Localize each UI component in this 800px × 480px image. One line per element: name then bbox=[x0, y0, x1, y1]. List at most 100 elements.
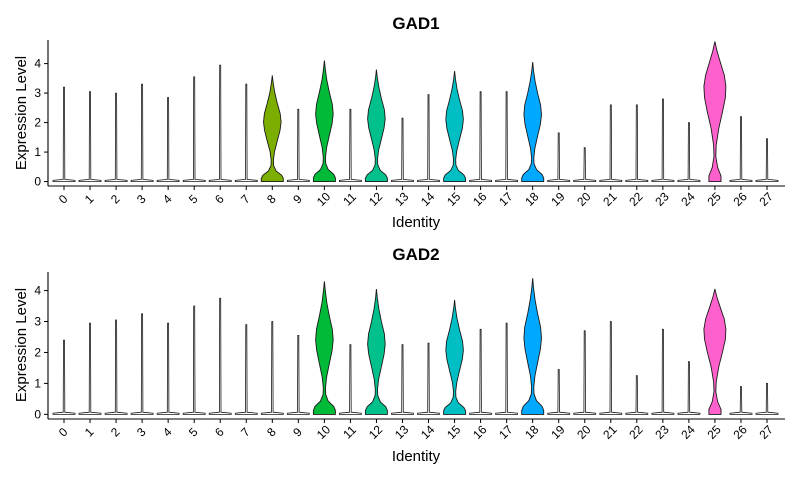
gad1-violin-10 bbox=[312, 60, 336, 183]
gad2-violin-10 bbox=[312, 281, 336, 415]
gad1-x-tick-label: 17 bbox=[496, 189, 516, 209]
gad2-x-tick-label: 18 bbox=[522, 422, 542, 442]
gad2-violin-9 bbox=[286, 335, 310, 415]
gad1-violin-13 bbox=[391, 117, 414, 182]
gad1-violin-16 bbox=[469, 91, 492, 182]
gad1-x-tick-label: 16 bbox=[470, 189, 490, 209]
gad1-violin-19 bbox=[547, 132, 571, 182]
gad2-x-tick-label: 25 bbox=[704, 422, 724, 442]
gad2-y-ticks: 0 1 2 3 4 bbox=[34, 284, 48, 421]
gad1-y-tick-label: 2 bbox=[34, 116, 41, 130]
gad2-x-tick-label: 13 bbox=[392, 422, 412, 442]
gad1-violin-17 bbox=[495, 91, 518, 182]
gad1-violin-1 bbox=[78, 91, 102, 182]
gad2-x-tick-label: 21 bbox=[600, 422, 620, 442]
gad1-violin-24 bbox=[677, 122, 701, 182]
gad1-x-tick-label: 22 bbox=[626, 189, 646, 209]
gad1-violin-22 bbox=[625, 104, 649, 182]
gad2-violin-16 bbox=[469, 328, 492, 415]
gad1-violin-4 bbox=[156, 97, 180, 182]
gad1-x-tick-label: 13 bbox=[392, 189, 412, 209]
gad1-violin-2 bbox=[104, 92, 128, 182]
gad2-x-tick-label: 6 bbox=[212, 425, 227, 440]
gad2-plot-title: GAD2 bbox=[392, 245, 439, 264]
gad2-x-tick-label: 12 bbox=[366, 422, 386, 442]
gad1-y-tick-label: 1 bbox=[34, 145, 41, 159]
gad1-x-tick-label: 19 bbox=[548, 189, 568, 209]
gad1-x-tick-label: 15 bbox=[444, 189, 464, 209]
gad1-x-tick-label: 5 bbox=[186, 192, 201, 207]
gad2-violin-24 bbox=[677, 361, 701, 415]
gad2-violin-3 bbox=[130, 313, 154, 415]
gad2-y-tick-label: 4 bbox=[34, 284, 41, 298]
gad2-x-tick-label: 7 bbox=[238, 425, 253, 440]
gad2-x-tick-label: 5 bbox=[186, 425, 201, 440]
gad2-x-tick-label: 24 bbox=[678, 422, 698, 442]
gad2-violins bbox=[52, 278, 779, 415]
gad1-x-tick-label: 7 bbox=[238, 192, 253, 207]
gad1-violin-25 bbox=[703, 41, 727, 183]
gad1-plot-title: GAD1 bbox=[392, 14, 439, 33]
gad1-x-tick-label: 14 bbox=[418, 189, 438, 209]
gad1-violin-15 bbox=[443, 70, 467, 183]
gad2-violin-18 bbox=[521, 278, 545, 415]
gad2-violin-19 bbox=[547, 369, 571, 415]
gad2-x-tick-label: 8 bbox=[264, 425, 279, 440]
gad1-violin-8 bbox=[260, 75, 284, 183]
gad2-violin-26 bbox=[729, 386, 753, 415]
gad1-violin-18 bbox=[521, 62, 545, 183]
gad1-x-ticks: 0 1 2 3 4 5 6 7 8 9 10 11 12 13 14 15 16 17 18 19 20 21 22 23 24… bbox=[56, 186, 776, 209]
gad1-x-tick-label: 24 bbox=[678, 189, 698, 209]
gad2-violin-8 bbox=[260, 321, 284, 415]
gad1-x-tick-label: 12 bbox=[366, 189, 386, 209]
gad2-y-tick-label: 1 bbox=[34, 376, 41, 390]
gad1-x-tick-label: 18 bbox=[522, 189, 542, 209]
gad1-violin-23 bbox=[651, 98, 675, 182]
gad1-violin-5 bbox=[182, 76, 206, 182]
gad1-violin-9 bbox=[286, 108, 310, 182]
gad1-x-tick-label: 23 bbox=[652, 189, 672, 209]
gad1-y-tick-label: 3 bbox=[34, 86, 41, 100]
gad2-x-tick-label: 3 bbox=[134, 425, 149, 440]
gad2-violin-12 bbox=[364, 288, 388, 415]
gad1-violin-21 bbox=[599, 104, 623, 182]
gad2-x-tick-label: 11 bbox=[340, 423, 359, 442]
gad2-x-tick-label: 20 bbox=[574, 422, 594, 442]
gad2-x-tick-label: 26 bbox=[730, 422, 750, 442]
gad2-x-tick-label: 4 bbox=[160, 425, 175, 440]
gad1-x-tick-label: 8 bbox=[264, 192, 279, 207]
gad1-x-tick-label: 2 bbox=[108, 192, 123, 207]
gad1-x-axis-title: Identity bbox=[392, 214, 441, 231]
gad2-x-tick-label: 22 bbox=[626, 422, 646, 442]
gad1-y-tick-label: 0 bbox=[34, 175, 41, 189]
gad2-x-tick-label: 17 bbox=[496, 422, 516, 442]
gad1-violin-3 bbox=[130, 83, 154, 182]
gad1-x-tick-label: 27 bbox=[756, 189, 776, 209]
gad1-y-ticks: 0 1 2 3 4 bbox=[34, 57, 48, 189]
gad2-violin-7 bbox=[234, 324, 258, 415]
gad1-x-tick-label: 3 bbox=[134, 192, 149, 207]
gad2-x-tick-label: 27 bbox=[756, 422, 776, 442]
gad2-x-tick-label: 14 bbox=[418, 422, 438, 442]
gad2-violin-14 bbox=[417, 342, 440, 415]
gad1-violin-6 bbox=[208, 64, 232, 182]
gad2-x-tick-label: 19 bbox=[548, 422, 568, 442]
gad2-y-axis-title: Expression Level bbox=[13, 288, 30, 402]
gad1-x-tick-label: 20 bbox=[574, 189, 594, 209]
gad1-x-tick-label: 21 bbox=[600, 189, 620, 209]
gad2-violin-5 bbox=[182, 305, 206, 415]
gad1-violins bbox=[52, 41, 779, 183]
gad2-violin-2 bbox=[104, 319, 128, 415]
gad2-violin-22 bbox=[625, 375, 649, 415]
gad1-violin-12 bbox=[364, 69, 388, 183]
gad1-violin-26 bbox=[729, 116, 753, 182]
gad1-x-tick-label: 4 bbox=[160, 192, 175, 207]
gad2-violin-4 bbox=[156, 322, 180, 415]
gad2-violin-13 bbox=[391, 344, 414, 415]
gad2-violin-0 bbox=[52, 339, 76, 415]
gad2-violin-6 bbox=[208, 297, 232, 415]
gad2-x-tick-label: 1 bbox=[82, 425, 97, 440]
